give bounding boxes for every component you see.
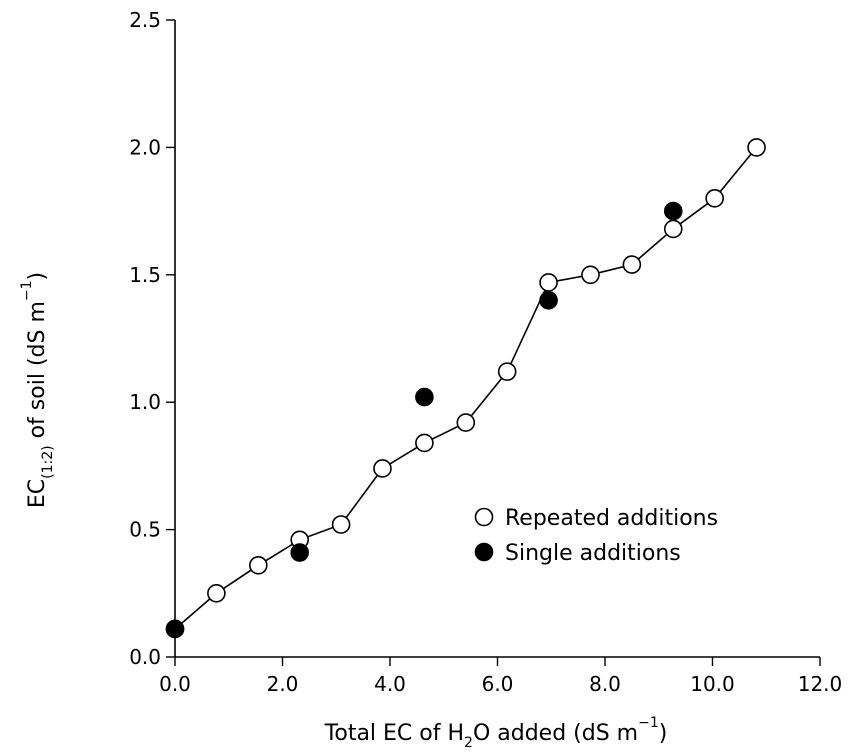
data-point-single-additions: [415, 387, 434, 407]
ticks: 0.0 2.0 4.0 6.0 8.0 10.0 12.0 0.0 0.5 1.0 1.5 2.0 2.…: [129, 8, 842, 696]
series: [165, 138, 766, 639]
y-axis-title: EC(1:2) of soil (dS m−1): [19, 272, 56, 508]
data-point-repeated-additions: [331, 515, 351, 534]
y-tick-label: 1.5: [129, 263, 161, 287]
data-point-single-additions: [663, 201, 683, 221]
x-tick-label: 8.0: [589, 672, 621, 696]
y-tick-label: 2.0: [129, 135, 161, 159]
legend-marker-repeated: [474, 507, 494, 527]
legend: Repeated additions Single additions: [474, 506, 718, 566]
x-tick-label: 4.0: [374, 672, 406, 696]
y-tick-label: 2.5: [129, 8, 161, 32]
x-tick-label: 6.0: [482, 672, 514, 696]
legend-marker-single: [474, 542, 494, 562]
data-point-repeated-additions: [415, 433, 434, 453]
data-point-repeated-additions: [539, 273, 558, 292]
data-point-repeated-additions: [747, 138, 766, 157]
data-point-repeated-additions: [207, 583, 226, 603]
data-point-repeated-additions: [373, 459, 392, 478]
data-point-repeated-additions: [705, 189, 724, 208]
data-point-single-additions: [290, 543, 310, 562]
data-point-repeated-additions: [249, 555, 268, 575]
y-tick-label: 1.0: [129, 390, 161, 414]
data-point-repeated-additions: [497, 362, 517, 381]
y-tick-label: 0.5: [129, 518, 161, 542]
y-tick-label: 0.0: [129, 645, 161, 669]
x-tick-label: 12.0: [798, 672, 843, 696]
x-tick-label: 2.0: [267, 672, 299, 696]
x-tick-label: 10.0: [690, 672, 735, 696]
axes: [174, 20, 820, 658]
data-point-repeated-additions: [663, 219, 683, 239]
data-point-repeated-additions: [581, 265, 600, 285]
legend-label-single: Single additions: [505, 541, 681, 566]
x-axis-title: Total EC of H2O added (dS m−1): [324, 715, 668, 751]
legend-label-repeated: Repeated additions: [505, 506, 718, 531]
x-tick-label: 0.0: [159, 672, 191, 696]
data-point-single-additions: [539, 290, 558, 310]
data-point-repeated-additions: [622, 255, 642, 274]
data-point-single-additions: [165, 619, 185, 639]
data-point-repeated-additions: [456, 413, 476, 432]
